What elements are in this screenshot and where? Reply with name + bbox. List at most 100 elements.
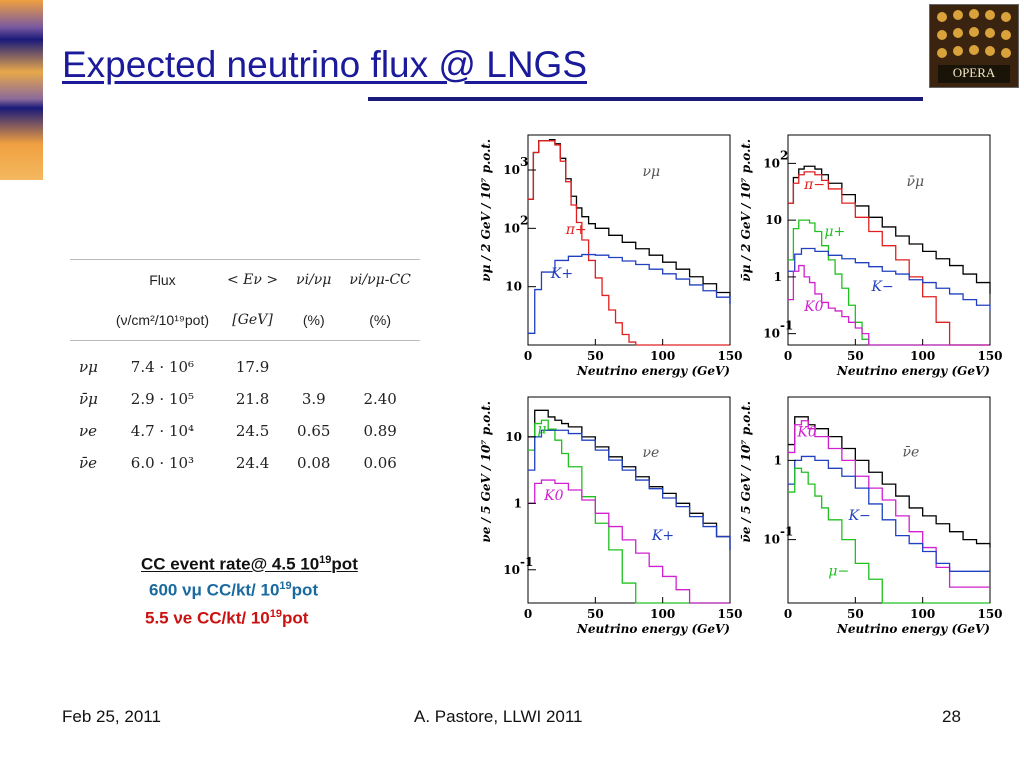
- y-tick-label: 10: [763, 156, 780, 170]
- x-tick-label: 0: [784, 349, 792, 363]
- y-axis-label: ν̄μ / 2 GeV / 10⁷ p.o.t.: [739, 139, 753, 282]
- annotation-label: K0: [796, 425, 816, 441]
- annotation-label: K0: [543, 488, 563, 504]
- series-line-μ−: [788, 467, 990, 604]
- plot-frame: [527, 396, 731, 604]
- x-tick-label: 100: [650, 607, 675, 621]
- left-decoration: [0, 0, 43, 180]
- series-line-μ+: [528, 419, 730, 604]
- table-header: < Eν >: [227, 272, 279, 288]
- table-cell: 2.40: [363, 390, 397, 408]
- series-line-total: [528, 139, 731, 305]
- table-row: νe 4.7 · 10⁴ 24.5 0.65 0.89: [70, 415, 420, 447]
- table-cell: 2.9 · 10⁵: [130, 390, 195, 408]
- y-tick-label: 1: [774, 453, 782, 467]
- opera-logo: OPERA: [929, 4, 1019, 88]
- flux-table: Flux < Eν > νi/νμ νi/νμ-CC (ν/cm²/10¹⁹po…: [70, 259, 420, 479]
- x-tick-label: 150: [717, 607, 742, 621]
- table-cell: νμ: [79, 358, 98, 376]
- y-tick-exponent: -1: [780, 525, 793, 539]
- y-tick-label: 10: [763, 533, 780, 547]
- table-cell: ν̄e: [79, 454, 97, 472]
- note-sup: 19: [319, 554, 332, 566]
- table-header: νi/νμ-CC: [349, 272, 411, 288]
- footer-author: A. Pastore, LLWI 2011: [414, 707, 583, 726]
- y-tick-exponent: 2: [780, 148, 788, 162]
- table-cell: [287, 341, 340, 384]
- table-header: [70, 300, 107, 341]
- table-cell: 0.65: [297, 422, 331, 440]
- note-text: pot: [282, 608, 309, 628]
- logo-arches: [930, 5, 1018, 87]
- y-axis-label: ν̄e / 5 GeV / 10⁷ p.o.t.: [739, 401, 753, 543]
- y-tick-label: 10: [505, 430, 522, 444]
- x-tick-label: 150: [977, 349, 1002, 363]
- x-tick-label: 50: [587, 607, 604, 621]
- footer-date: Feb 25, 2011: [62, 707, 161, 726]
- x-tick-label: 150: [977, 607, 1002, 621]
- x-tick-label: 100: [650, 349, 675, 363]
- table-cell: 24.5: [235, 422, 270, 440]
- series-line-π−: [788, 171, 990, 346]
- x-axis-label: Neutrino energy (GeV): [836, 364, 990, 378]
- note-text: 600 νμ CC/kt/ 10: [149, 580, 280, 600]
- annotation-label: K0: [803, 299, 823, 315]
- x-axis-label: Neutrino energy (GeV): [576, 364, 730, 378]
- annotation-label: K+: [651, 528, 674, 544]
- series-line-total: [788, 416, 991, 548]
- annotation-label: K−: [848, 508, 871, 524]
- y-tick-label: 10: [505, 280, 522, 294]
- annotation-label: μ+: [824, 224, 845, 240]
- x-axis-label: Neutrino energy (GeV): [576, 622, 730, 636]
- table-cell: 3.9: [301, 390, 326, 408]
- note-sup: 19: [269, 608, 282, 620]
- y-axis-label: νμ / 2 GeV / 10⁷ p.o.t.: [479, 139, 493, 282]
- x-tick-label: 50: [847, 349, 864, 363]
- table-header: [70, 260, 107, 301]
- table-cell: [340, 341, 419, 384]
- y-tick-label: 10: [503, 221, 520, 235]
- y-tick-label: 1: [514, 496, 522, 510]
- table-cell: 21.8: [235, 390, 270, 408]
- plot-frame: [527, 134, 731, 346]
- annotation-label: μ−: [828, 563, 849, 579]
- note-text: pot: [331, 554, 358, 574]
- x-tick-label: 0: [524, 607, 532, 621]
- plot-label: ν̄e: [902, 444, 919, 460]
- series-line-K−: [788, 455, 990, 572]
- table-cell: νe: [79, 422, 97, 440]
- plot-label: ν̄μ: [907, 174, 925, 190]
- table-cell: 4.7 · 10⁴: [130, 422, 195, 440]
- x-tick-label: 0: [524, 349, 532, 363]
- series-line-total: [788, 165, 991, 294]
- x-axis-label: Neutrino energy (GeV): [836, 622, 990, 636]
- table-cell: 0.06: [363, 454, 397, 472]
- y-tick-label: 10: [763, 327, 780, 341]
- series-line-K+: [528, 253, 731, 334]
- table-cell: 0.89: [363, 422, 397, 440]
- plot-label: νμ: [642, 164, 660, 180]
- table-header: (%): [287, 300, 341, 341]
- x-tick-label: 150: [717, 349, 742, 363]
- table-header: νi/νμ: [296, 272, 332, 288]
- table-header: Flux: [149, 272, 176, 288]
- y-tick-exponent: 3: [520, 155, 528, 169]
- x-tick-label: 50: [587, 349, 604, 363]
- series-line-K0: [788, 420, 990, 588]
- table-cell: 24.4: [235, 454, 270, 472]
- slide-title: Expected neutrino flux @ LNGS: [62, 44, 587, 85]
- y-axis-label: νe / 5 GeV / 10⁷ p.o.t.: [479, 401, 493, 543]
- y-tick-exponent: -1: [520, 555, 533, 569]
- numu-rate: 600 νμ CC/kt/ 1019pot: [149, 580, 318, 601]
- table-row: νμ 7.4 · 10⁶ 17.9: [70, 341, 420, 384]
- table-cell: ν̄μ: [79, 390, 98, 408]
- series-line-total: [528, 409, 731, 550]
- cc-event-rate: CC event rate@ 4.5 1019pot: [141, 554, 358, 575]
- table-row: ν̄μ 2.9 · 10⁵ 21.8 3.9 2.40: [70, 383, 420, 415]
- series-line-μ+: [788, 219, 990, 346]
- series-line-K0: [788, 264, 990, 346]
- table-header: (%): [340, 300, 420, 341]
- annotation-label: K+: [550, 266, 573, 282]
- note-text: pot: [291, 580, 319, 600]
